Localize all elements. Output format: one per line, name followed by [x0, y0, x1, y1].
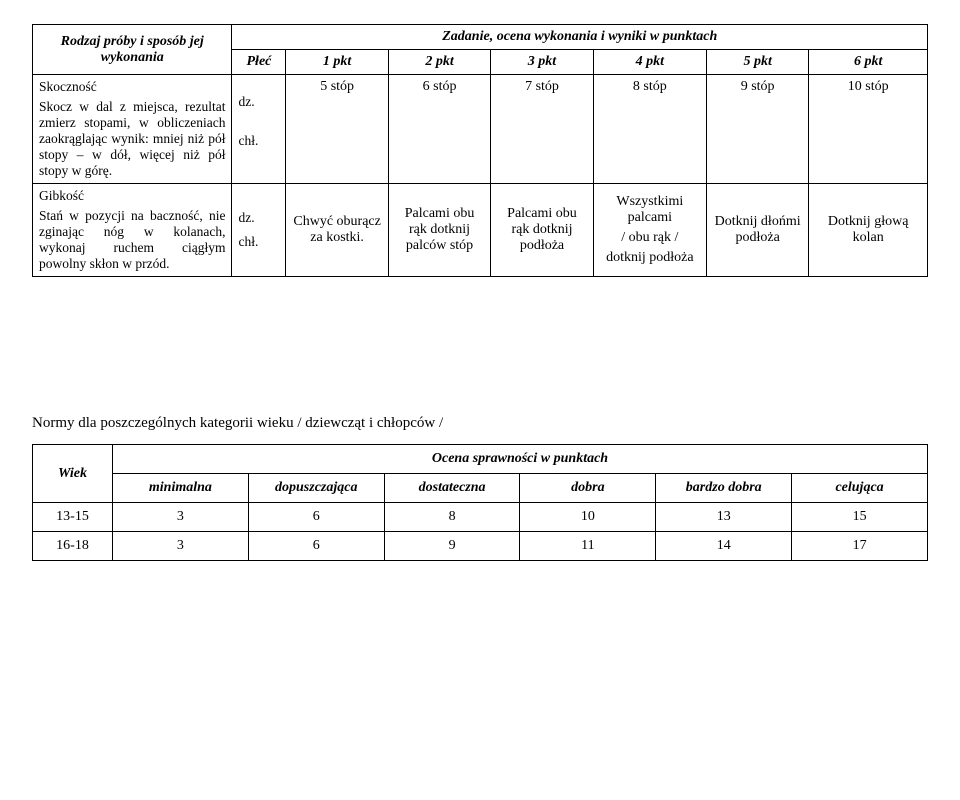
v03: 10 [520, 503, 656, 532]
age-1: 16-18 [33, 532, 113, 561]
col-2pkt: 2 pkt [388, 50, 490, 75]
ocena-header: Ocena sprawności w punktach [113, 445, 928, 474]
v01: 6 [248, 503, 384, 532]
r2c4a: Wszystkimi palcami [600, 194, 700, 226]
col-plec: Płeć [232, 50, 286, 75]
n-col-5: celująca [792, 474, 928, 503]
n-col-0: minimalna [113, 474, 249, 503]
row-skocznosc-title: Skoczność [39, 79, 225, 95]
col-3pkt: 3 pkt [491, 50, 593, 75]
n-col-3: dobra [520, 474, 656, 503]
col-6pkt: 6 pkt [809, 50, 928, 75]
top-header: Zadanie, ocena wykonania i wyniki w punk… [232, 25, 928, 50]
r1c2: 6 stóp [388, 75, 490, 184]
r2c6: Dotknij głową kolan [809, 184, 928, 277]
r1c3: 7 stóp [491, 75, 593, 184]
r1c6: 10 stóp [809, 75, 928, 184]
row-gibkosc-title: Gibkość [39, 188, 225, 204]
v13: 11 [520, 532, 656, 561]
table-row: 13-15 3 6 8 10 13 15 [33, 503, 928, 532]
v14: 14 [656, 532, 792, 561]
v10: 3 [113, 532, 249, 561]
r1c5: 9 stóp [706, 75, 808, 184]
n-col-1: dopuszczająca [248, 474, 384, 503]
plec-dz-2: dz. [232, 184, 286, 231]
v15: 17 [792, 532, 928, 561]
plec-chl-1: chł. [232, 129, 286, 184]
n-col-4: bardzo dobra [656, 474, 792, 503]
norms-table: Wiek Ocena sprawności w punktach minimal… [32, 444, 928, 561]
col-5pkt: 5 pkt [706, 50, 808, 75]
r2c5: Dotknij dłońmi podłoża [706, 184, 808, 277]
r2c4c: dotknij podłoża [600, 250, 700, 266]
col-4pkt: 4 pkt [593, 50, 706, 75]
v02: 8 [384, 503, 520, 532]
exercise-table: Rodzaj próby i sposób jej wykonania Zada… [32, 24, 928, 277]
r2c3: Palcami obu rąk dotknij podłoża [491, 184, 593, 277]
row-skocznosc-desc: Skoczność Skocz w dal z miejsca, rezulta… [33, 75, 232, 184]
v05: 15 [792, 503, 928, 532]
table-row: 16-18 3 6 9 11 14 17 [33, 532, 928, 561]
row-skocznosc-text: Skocz w dal z miejsca, rezultat zmierz s… [39, 99, 225, 179]
col-1pkt: 1 pkt [286, 50, 388, 75]
n-col-2: dostateczna [384, 474, 520, 503]
r2c4: Wszystkimi palcami / obu rąk / dotknij p… [593, 184, 706, 277]
col0-header: Rodzaj próby i sposób jej wykonania [33, 25, 232, 75]
wiek-header: Wiek [33, 445, 113, 503]
r1c1: 5 stóp [286, 75, 388, 184]
r1c4: 8 stóp [593, 75, 706, 184]
v12: 9 [384, 532, 520, 561]
v00: 3 [113, 503, 249, 532]
v11: 6 [248, 532, 384, 561]
r2c4b: / obu rąk / [600, 230, 700, 246]
plec-chl-2: chł. [232, 230, 286, 277]
section2-title: Normy dla poszczególnych kategorii wieku… [32, 415, 928, 432]
age-0: 13-15 [33, 503, 113, 532]
plec-dz-1: dz. [232, 75, 286, 130]
row-gibkosc-text: Stań w pozycji na baczność, nie zginając… [39, 208, 225, 272]
r2c1: Chwyć oburącz za kostki. [286, 184, 388, 277]
r2c2: Palcami obu rąk dotknij palców stóp [388, 184, 490, 277]
v04: 13 [656, 503, 792, 532]
row-gibkosc-desc: Gibkość Stań w pozycji na baczność, nie … [33, 184, 232, 277]
